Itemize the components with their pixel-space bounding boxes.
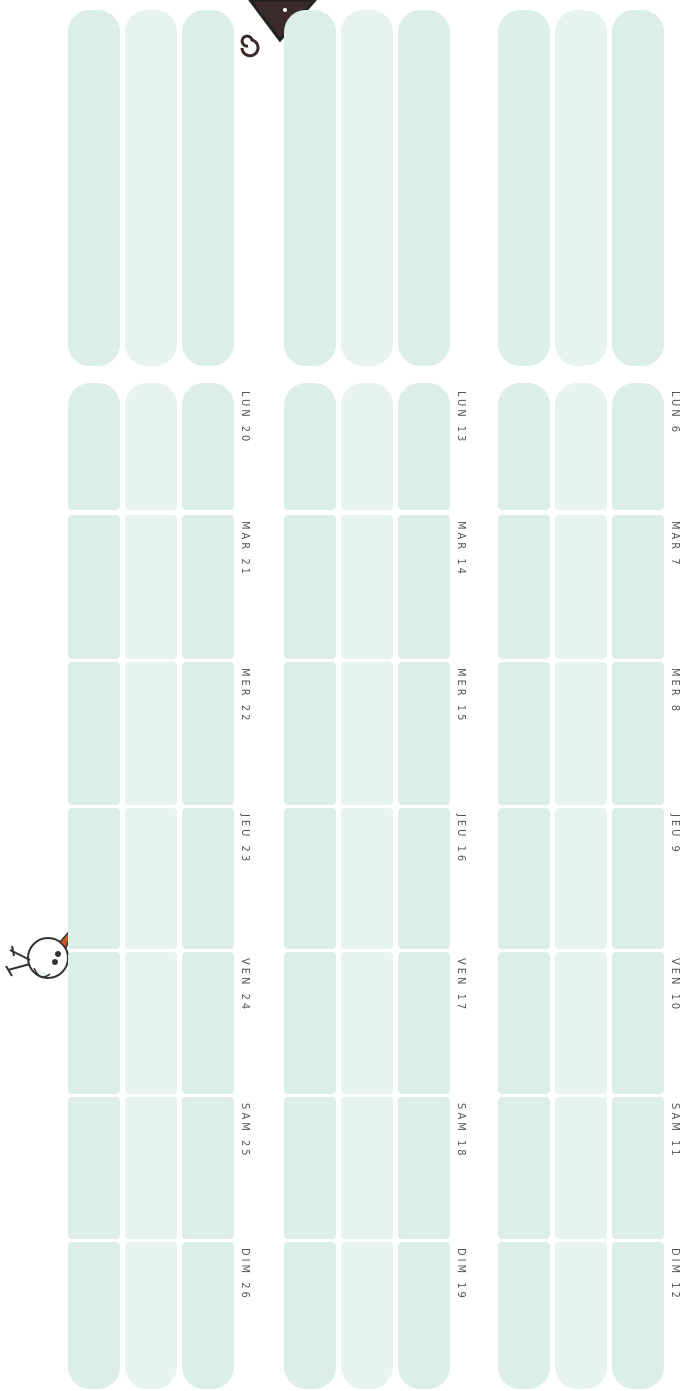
day-cell	[498, 952, 550, 1094]
day-cell	[555, 808, 607, 949]
day-cell	[498, 1097, 550, 1239]
day-cell	[341, 952, 393, 1094]
day-cell	[125, 1242, 177, 1389]
day-label: LUN 20	[239, 391, 252, 444]
day-cell	[398, 952, 450, 1094]
day-label: MAR 21	[239, 521, 252, 577]
day-cell	[612, 808, 664, 949]
day-label: MER 22	[239, 668, 252, 723]
day-cell	[68, 952, 120, 1094]
day-cell	[398, 515, 450, 659]
notes-strip	[284, 10, 336, 366]
day-cell	[398, 383, 450, 510]
day-label: MER 15	[455, 668, 468, 723]
day-cell	[498, 808, 550, 949]
day-label: LUN 6	[669, 391, 682, 435]
day-cell	[125, 1097, 177, 1239]
day-cell	[555, 1097, 607, 1239]
day-cell	[68, 1242, 120, 1389]
notes-strip	[125, 10, 177, 366]
day-label: SAM 18	[455, 1103, 468, 1159]
day-cell	[612, 1097, 664, 1239]
day-cell	[555, 662, 607, 805]
notes-strip	[398, 10, 450, 366]
day-cell	[341, 1242, 393, 1389]
day-cell	[398, 1097, 450, 1239]
day-label: JEU 9	[669, 814, 682, 855]
day-cell	[68, 662, 120, 805]
day-cell	[341, 515, 393, 659]
day-cell	[125, 515, 177, 659]
day-cell	[398, 808, 450, 949]
day-cell	[182, 952, 234, 1094]
day-cell	[125, 808, 177, 949]
notes-strip	[555, 10, 607, 366]
day-cell	[555, 383, 607, 510]
day-cell	[182, 1097, 234, 1239]
day-cell	[284, 515, 336, 659]
day-label: VEN 10	[669, 958, 682, 1012]
day-cell	[612, 952, 664, 1094]
day-cell	[68, 1097, 120, 1239]
notes-strip	[341, 10, 393, 366]
day-cell	[68, 515, 120, 659]
day-cell	[284, 952, 336, 1094]
day-cell	[612, 383, 664, 510]
day-cell	[284, 1242, 336, 1389]
day-cell	[284, 1097, 336, 1239]
day-cell	[284, 662, 336, 805]
day-label: MER 8	[669, 668, 682, 714]
day-cell	[555, 952, 607, 1094]
day-cell	[68, 383, 120, 510]
day-cell	[125, 383, 177, 510]
notes-strip	[182, 10, 234, 366]
day-cell	[398, 662, 450, 805]
day-cell	[182, 808, 234, 949]
day-cell	[182, 383, 234, 510]
day-cell	[398, 1242, 450, 1389]
day-label: DIM 19	[455, 1248, 468, 1301]
notes-strip	[498, 10, 550, 366]
day-label: MAR 7	[669, 521, 682, 568]
day-label: SAM 11	[669, 1103, 682, 1159]
day-label: SAM 25	[239, 1103, 252, 1159]
day-cell	[555, 515, 607, 659]
day-cell	[498, 662, 550, 805]
notes-strip	[612, 10, 664, 366]
day-cell	[555, 1242, 607, 1389]
day-cell	[498, 1242, 550, 1389]
day-cell	[68, 808, 120, 949]
day-cell	[612, 1242, 664, 1389]
day-cell	[498, 383, 550, 510]
day-label: DIM 26	[239, 1248, 252, 1301]
day-label: MAR 14	[455, 521, 468, 577]
day-label: VEN 17	[455, 958, 468, 1012]
day-cell	[182, 1242, 234, 1389]
day-cell	[341, 1097, 393, 1239]
day-label: JEU 23	[239, 814, 252, 864]
day-cell	[341, 662, 393, 805]
day-cell	[341, 383, 393, 510]
day-cell	[284, 383, 336, 510]
day-cell	[341, 808, 393, 949]
day-cell	[125, 662, 177, 805]
day-cell	[125, 952, 177, 1094]
day-label: LUN 13	[455, 391, 468, 444]
notes-strip	[68, 10, 120, 366]
day-cell	[612, 662, 664, 805]
day-cell	[284, 808, 336, 949]
day-label: VEN 24	[239, 958, 252, 1012]
day-cell	[498, 515, 550, 659]
day-cell	[182, 662, 234, 805]
planner-page: LUN 6 MAR 7 MER 8 JEU 9 VEN 10 SAM 11 DIM 12 LU…	[0, 0, 685, 1391]
day-label: JEU 16	[455, 814, 468, 864]
day-cell	[182, 515, 234, 659]
day-cell	[612, 515, 664, 659]
day-label: DIM 12	[669, 1248, 682, 1301]
